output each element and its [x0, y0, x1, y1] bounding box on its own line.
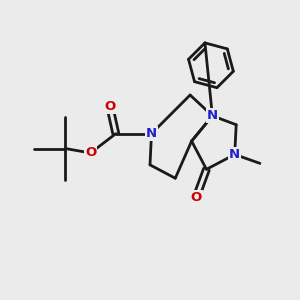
Text: O: O: [190, 191, 202, 204]
Text: O: O: [85, 146, 96, 160]
Text: N: N: [229, 148, 240, 161]
Text: N: N: [207, 109, 218, 122]
Text: N: N: [146, 127, 157, 140]
Text: O: O: [104, 100, 116, 113]
